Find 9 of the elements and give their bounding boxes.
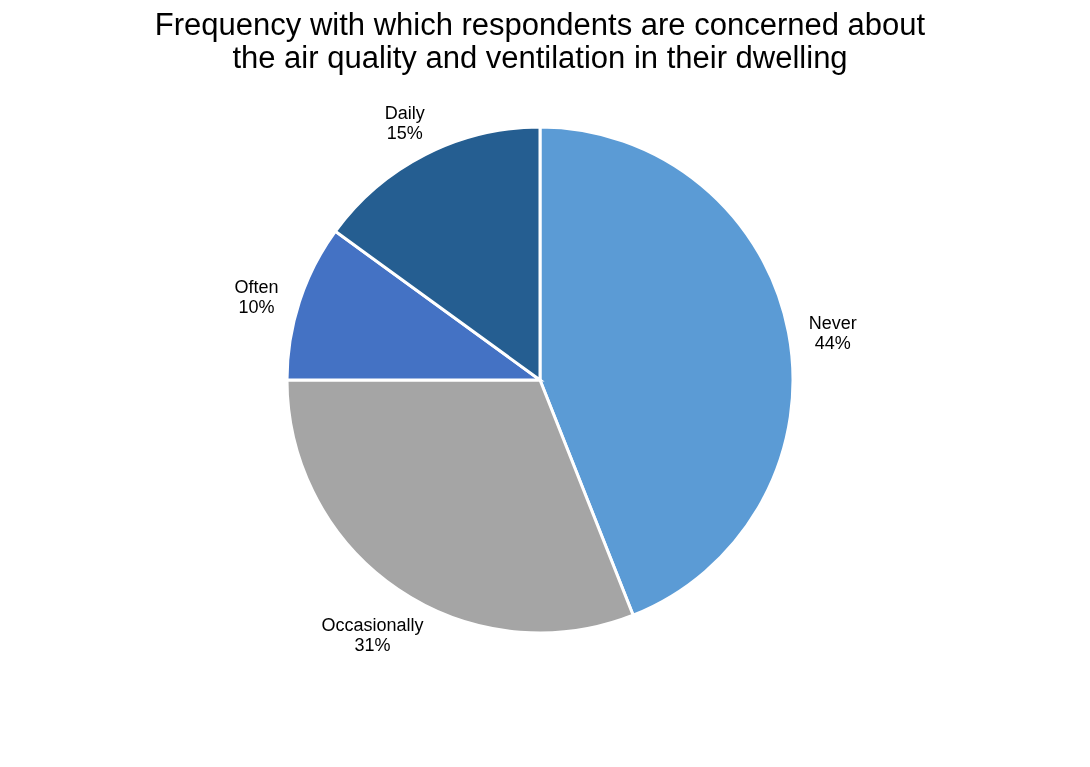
slice-label: Daily <box>384 103 425 124</box>
slice-label: Never <box>808 313 857 334</box>
data-label: 31% <box>354 635 391 656</box>
slice-label: Occasionally <box>321 615 424 636</box>
text: Frequency with which respondents are concerned about <box>154 7 926 42</box>
slice-label: Often <box>234 276 279 297</box>
data-label: 10% <box>238 296 275 317</box>
data-label: 15% <box>386 123 423 144</box>
data-label: 44% <box>814 333 851 354</box>
